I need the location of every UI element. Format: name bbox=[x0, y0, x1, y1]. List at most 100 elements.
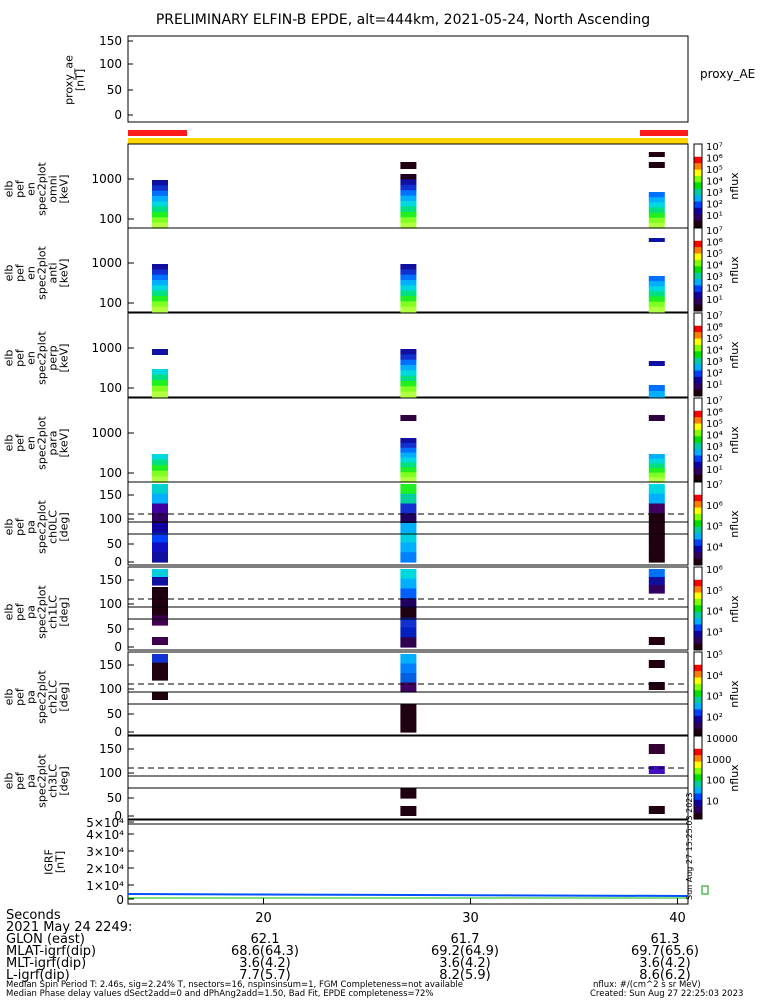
spectrum-cell bbox=[648, 197, 665, 203]
colorbar-swatch bbox=[694, 748, 702, 756]
colorbar-swatch bbox=[694, 592, 702, 600]
spectrum-cell bbox=[400, 503, 417, 514]
spectrum-cell bbox=[400, 179, 417, 186]
colorbar-swatch bbox=[694, 449, 702, 456]
spectrum-cell bbox=[152, 285, 168, 292]
pa-ylabel-line: pa bbox=[25, 774, 38, 788]
ephemeris-name: L-igrf(dip) bbox=[6, 968, 70, 983]
spectrum-cell bbox=[400, 673, 417, 684]
pa-ylabel-line: ch3LC bbox=[47, 764, 60, 798]
spectrum-cell bbox=[648, 503, 665, 514]
colorbar-swatch bbox=[694, 383, 702, 391]
colorbar-swatch bbox=[694, 736, 702, 743]
spectrum-cell bbox=[152, 349, 168, 355]
colorbar-tick: 10⁷ bbox=[706, 396, 723, 407]
spectrum-cell bbox=[648, 660, 665, 668]
pa-tick: 100 bbox=[99, 597, 122, 611]
pa-panel-frame bbox=[127, 735, 689, 820]
colorbar-tick: 10⁵ bbox=[706, 586, 723, 597]
proxy-ae-ylabel: proxy_ae[nT] bbox=[63, 55, 87, 105]
spectrum-cell bbox=[400, 467, 417, 473]
colorbar-tick: 10⁷ bbox=[706, 480, 723, 491]
spectrum-cell bbox=[400, 654, 417, 665]
igrf-tick: 0 bbox=[116, 893, 124, 907]
ephemeris-value: 7.7(5.7) bbox=[239, 968, 291, 983]
colorbar-swatch bbox=[694, 482, 702, 489]
spectrum-cell bbox=[400, 349, 417, 355]
pa-ylabel-line: elb bbox=[3, 773, 16, 790]
spectrum-cell bbox=[648, 577, 665, 586]
pa-ylabel-line: ch2LC bbox=[47, 680, 60, 714]
spectrum-cell bbox=[400, 190, 417, 197]
colorbar-tick: 10² bbox=[706, 283, 723, 294]
colorbar-swatch bbox=[694, 364, 702, 371]
colorbar-swatch bbox=[694, 188, 702, 196]
spectrum-cell bbox=[648, 222, 665, 229]
spectrum-cell bbox=[400, 269, 417, 276]
coverage-bar bbox=[128, 138, 688, 144]
status-bars bbox=[128, 130, 688, 144]
colorbar-tick: 10³ bbox=[706, 188, 723, 199]
colorbar-swatch bbox=[694, 253, 702, 261]
spectrum-cell bbox=[152, 374, 168, 381]
spectrum-cell bbox=[648, 523, 665, 534]
pa-tick: 50 bbox=[107, 707, 122, 721]
colorbar-frame bbox=[693, 651, 703, 736]
colorbar-frame bbox=[693, 227, 703, 312]
spectrum-cell bbox=[152, 212, 168, 218]
colorbar-swatch bbox=[694, 398, 702, 405]
energy-tick: 1000 bbox=[91, 341, 122, 355]
pa-ylabel-line: [deg] bbox=[58, 766, 71, 795]
colorbar-6: 10⁵ 10⁴ 10³ 10² nflux bbox=[693, 650, 741, 736]
pa-tick: 150 bbox=[99, 742, 122, 756]
colorbar-swatch bbox=[694, 344, 702, 352]
colorbar-tick: 10² bbox=[706, 712, 723, 723]
spectrum-cell bbox=[400, 452, 417, 459]
colorbar-4: 10⁷ 10⁶ 10⁵ 10⁴ nflux bbox=[693, 480, 741, 566]
spectrum-cell bbox=[400, 306, 417, 313]
spectrum-cell bbox=[648, 569, 665, 578]
colorbars: 10⁷10⁶10⁵10⁴10³10²10¹nflux10⁷10⁶10⁵10⁴10… bbox=[693, 142, 741, 820]
colorbar-swatch bbox=[694, 285, 702, 293]
spectrum-cell bbox=[152, 274, 168, 281]
energy-ylabel: elbpefenspec2plotanti[keV] bbox=[3, 246, 71, 300]
colorbar-swatch bbox=[694, 423, 702, 431]
spectrum-cell bbox=[648, 766, 665, 774]
energy-ylabel-line: elb bbox=[3, 435, 16, 452]
spectrum-cell bbox=[648, 532, 665, 544]
spectrum-cell bbox=[648, 391, 665, 398]
pa-ylabel-line: pa bbox=[25, 690, 38, 704]
spectrum-cell bbox=[400, 542, 417, 553]
spectrum-cell bbox=[152, 280, 168, 286]
side-timestamp: Sun Aug 27 15:25:03 2023 bbox=[685, 793, 694, 900]
colorbar-swatch bbox=[694, 533, 702, 540]
spectrum-cell bbox=[152, 301, 168, 308]
pa-ylabel-line: ch0LC bbox=[47, 510, 60, 544]
colorbar-swatch bbox=[694, 520, 702, 528]
igrf-tick: 1×10⁴ bbox=[86, 879, 124, 893]
colorbar-tick: 10⁷ bbox=[706, 311, 723, 322]
footer: Median Spin Period T: 2.46s, sig=2.24% T… bbox=[0, 981, 775, 1000]
energy-tick: 1000 bbox=[91, 256, 122, 270]
spectrum-cell bbox=[400, 381, 417, 387]
colorbar-swatch bbox=[694, 144, 702, 151]
spectrum-cell bbox=[400, 569, 417, 580]
ephemeris-value: 8.6(6.2) bbox=[639, 968, 691, 983]
energy-panel-3: 1000 100 elbpefenspec2plotpara[keV] bbox=[3, 397, 689, 483]
pa-tick: 0 bbox=[114, 555, 122, 569]
spectrum-cell bbox=[400, 788, 417, 799]
x-tick-label: 40 bbox=[669, 911, 686, 926]
colorbar-swatch bbox=[694, 461, 702, 469]
spectrum-cell bbox=[400, 296, 417, 302]
proxy-ae-panel: 150 100 50 0 proxy_ae[nT] proxy_AE bbox=[63, 34, 755, 123]
ephemeris-value: 69.7(65.6) bbox=[630, 944, 700, 959]
colorbar-swatch bbox=[694, 526, 702, 534]
spectrum-cell bbox=[152, 454, 168, 461]
energy-ylabel-line: [keV] bbox=[58, 175, 71, 204]
colorbar-tick: 10¹ bbox=[706, 211, 723, 222]
ephemeris-name: MLT-igrf(dip) bbox=[6, 956, 87, 971]
colorbar-swatch bbox=[694, 671, 702, 679]
colorbar-swatch bbox=[694, 696, 702, 704]
energy-tick: 1000 bbox=[91, 426, 122, 440]
proxy-ae-ylabel-line: [nT] bbox=[74, 69, 87, 91]
